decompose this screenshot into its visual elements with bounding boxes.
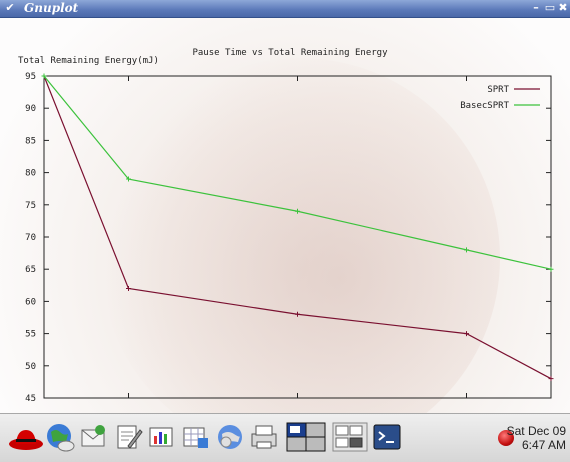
window-titlebar[interactable]: ✔ Gnuplot – ▭ ✖ xyxy=(0,0,570,18)
redhat-icon[interactable] xyxy=(8,422,44,452)
network-icon[interactable] xyxy=(214,422,246,452)
data-point-sprt xyxy=(295,311,300,317)
minimize-button[interactable]: – xyxy=(533,1,539,14)
background-globe-image xyxy=(100,58,500,458)
chart-svg: Pause Time vs Total Remaining Energy Tot… xyxy=(18,48,554,404)
window-menu-icon[interactable]: ✔ xyxy=(5,1,15,14)
y-tick-label: 70 xyxy=(25,233,36,243)
window-title: Gnuplot xyxy=(24,1,79,15)
data-point-basecsprt xyxy=(41,73,47,79)
notification-icon[interactable] xyxy=(498,430,514,446)
data-point-sprt xyxy=(464,331,469,337)
data-point-basecsprt xyxy=(126,176,131,182)
data-point-sprt xyxy=(548,376,554,382)
legend-label-sprt: SPRT xyxy=(487,85,509,95)
data-point-sprt xyxy=(126,286,131,292)
clock-time: 6:47 AM xyxy=(521,438,566,452)
y-tick-label: 50 xyxy=(25,362,36,372)
y-tick-label: 95 xyxy=(25,72,36,82)
series-line-sprt xyxy=(43,75,552,380)
browser-icon[interactable] xyxy=(44,422,76,452)
y-tick-label: 45 xyxy=(25,394,36,404)
y-tick-label: 60 xyxy=(25,297,36,307)
legend-label-basecsprt: BasecSPRT xyxy=(460,101,509,111)
plot-frame xyxy=(43,75,552,399)
data-point-basecsprt xyxy=(295,208,300,214)
printer-icon[interactable] xyxy=(248,422,280,452)
data-point-basecsprt xyxy=(548,266,554,272)
clock[interactable]: Sat Dec 09 6:47 AM xyxy=(507,424,566,452)
maximize-button[interactable]: ▭ xyxy=(544,1,556,14)
workspace-icon[interactable] xyxy=(286,422,326,452)
taskbar: Sat Dec 09 6:47 AM xyxy=(0,413,570,462)
data-point-basecsprt xyxy=(464,247,469,253)
clock-day: Sat Dec 09 xyxy=(506,424,566,438)
y-tick-label: 85 xyxy=(25,136,36,146)
email-icon[interactable] xyxy=(78,422,110,452)
y-axis-label: Total Remaining Energy(mJ) xyxy=(18,56,159,66)
y-tick-label: 55 xyxy=(25,330,36,340)
y-tick-label: 80 xyxy=(25,169,36,179)
gnuplot-canvas: Pause Time vs Total Remaining Energy Tot… xyxy=(0,18,570,458)
y-tick-label: 75 xyxy=(25,201,36,211)
impress-icon[interactable] xyxy=(146,422,178,452)
pager-icon[interactable] xyxy=(332,422,368,452)
y-tick-label: 65 xyxy=(25,265,36,275)
y-tick-label: 90 xyxy=(25,104,36,114)
close-button[interactable]: ✖ xyxy=(558,1,568,14)
calc-icon[interactable] xyxy=(180,422,212,452)
terminal-icon[interactable] xyxy=(372,422,404,452)
chart-title: Pause Time vs Total Remaining Energy xyxy=(192,48,388,58)
writer-icon[interactable] xyxy=(112,422,144,452)
